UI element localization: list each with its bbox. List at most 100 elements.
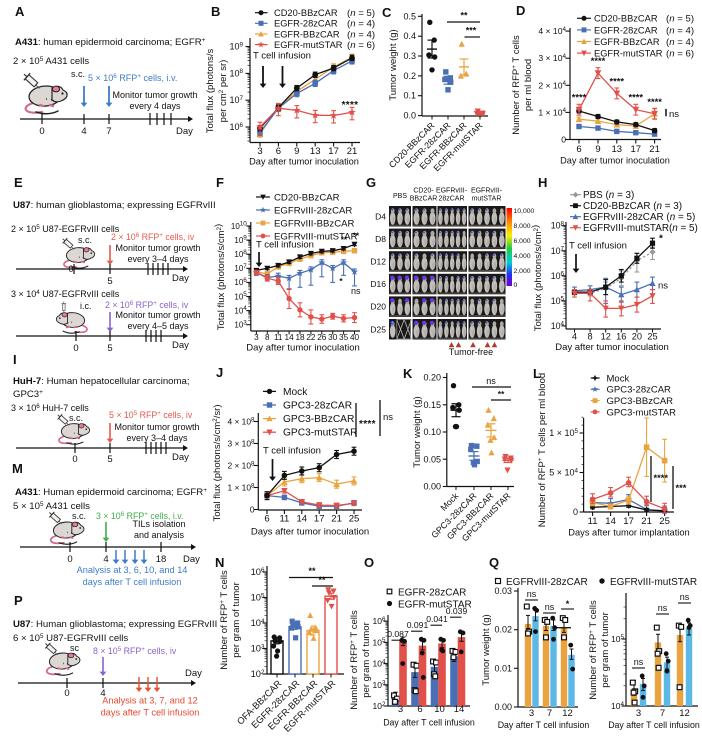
svg-text:EGFRvIII-: EGFRvIII- (471, 188, 503, 195)
svg-text:28zCAR: 28zCAR (438, 196, 464, 203)
svg-text:(n = 6): (n = 6) (347, 40, 375, 51)
svg-text:106: 106 (551, 271, 565, 281)
svg-text:Number of RFP+ T cells per ml: Number of RFP+ T cells per ml blood (537, 373, 548, 527)
svg-text:12: 12 (679, 708, 690, 719)
svg-text:26: 26 (317, 333, 327, 342)
svg-text:Tumor weight (g): Tumor weight (g) (481, 614, 492, 685)
svg-text:Number of RFP+ T cells: Number of RFP+ T cells (219, 570, 230, 670)
svg-text:9: 9 (595, 144, 600, 155)
svg-text:102: 102 (373, 701, 386, 711)
svg-text:(n = 4): (n = 4) (347, 19, 375, 30)
svg-text:EGFRvIII-mutSTAR: EGFRvIII-mutSTAR (274, 232, 358, 243)
svg-text:Day: Day (176, 126, 193, 137)
svg-text:17: 17 (623, 516, 634, 527)
svg-text:8,000: 8,000 (514, 223, 531, 230)
svg-text:0: 0 (72, 454, 77, 465)
svg-text:103: 103 (234, 319, 247, 329)
svg-text:(n = 5): (n = 5) (666, 14, 694, 25)
svg-text:11: 11 (588, 516, 598, 527)
svg-text:Number of RFP+ T cells: Number of RFP+ T cells (588, 600, 599, 700)
svg-text:every 3–4 days: every 3–4 days (126, 433, 188, 443)
svg-text:D20: D20 (370, 302, 386, 312)
svg-text:6: 6 (576, 144, 581, 155)
svg-text:14: 14 (297, 514, 308, 525)
svg-text:8: 8 (265, 333, 270, 342)
svg-text:U87: Human glioblastoma; expre: U87: Human glioblastoma; expressing EGFR… (13, 619, 217, 630)
svg-text:T cell infusion: T cell infusion (569, 241, 627, 252)
svg-text:Day: Day (185, 668, 202, 679)
svg-text:Day: Day (172, 273, 189, 284)
svg-text:**: ** (498, 389, 505, 399)
svg-text:****: **** (654, 473, 669, 483)
svg-text:0: 0 (73, 343, 78, 354)
svg-text:days after T cell infusion: days after T cell infusion (101, 708, 200, 718)
svg-text:**: ** (341, 236, 348, 245)
svg-text:2 × 105 A431 cells: 2 × 105 A431 cells (13, 56, 89, 67)
svg-text:C: C (382, 5, 392, 20)
svg-text:I: I (13, 352, 17, 367)
svg-text:EGFR-BBzCAR: EGFR-BBzCAR (274, 29, 340, 39)
svg-text:0.2: 0.2 (403, 71, 416, 81)
svg-text:104: 104 (373, 658, 386, 668)
svg-text:s.c.: s.c. (69, 413, 83, 423)
svg-text:25: 25 (659, 516, 670, 527)
svg-text:21: 21 (347, 146, 358, 157)
svg-text:4: 4 (100, 688, 105, 699)
svg-text:CD20-: CD20- (413, 188, 434, 195)
svg-text:A431: Human epidermoid carcino: A431: Human epidermoid carcinoma; EGFR+ (15, 487, 207, 498)
svg-text:9: 9 (294, 146, 299, 157)
svg-text:CD20-BBzCAR: CD20-BBzCAR (274, 8, 338, 18)
svg-text:M: M (12, 461, 23, 476)
svg-text:0: 0 (64, 688, 69, 699)
svg-text:s.c.: s.c. (72, 511, 86, 521)
svg-text:GPC3-28zCAR: GPC3-28zCAR (283, 400, 352, 411)
svg-text:Days after tumor inoculation: Days after tumor inoculation (251, 527, 369, 538)
svg-text:EGFR-28zCAR: EGFR-28zCAR (594, 25, 658, 35)
svg-text:s.c.: s.c. (71, 69, 85, 79)
svg-text:6: 6 (264, 514, 269, 525)
svg-text:7: 7 (660, 708, 665, 719)
svg-text:3: 3 (398, 704, 403, 715)
svg-text:T cell infusion: T cell infusion (253, 51, 311, 62)
svg-text:11: 11 (279, 514, 289, 525)
svg-text:EGFR-BBzCAR: EGFR-BBzCAR (594, 37, 660, 47)
svg-text:CD20-BBzCAR (n = 3): CD20-BBzCAR (n = 3) (583, 201, 682, 212)
svg-text:1 × 105: 1 × 105 (549, 428, 578, 438)
svg-text:6 × 105 U87-EGFRvIII cells: 6 × 105 U87-EGFRvIII cells (13, 633, 128, 644)
svg-text:EGFRvIII-mutSTAR: EGFRvIII-mutSTAR (610, 577, 697, 588)
svg-text:J: J (216, 365, 223, 380)
svg-text:103: 103 (251, 644, 265, 654)
svg-text:Tumor weight (g): Tumor weight (g) (388, 29, 399, 100)
svg-text:***: *** (676, 483, 687, 493)
svg-text:4: 4 (103, 554, 108, 565)
svg-text:3 × 104: 3 × 104 (538, 53, 566, 63)
svg-text:D12: D12 (370, 256, 386, 266)
svg-text:Analysis at 3, 6, 10, and 14: Analysis at 3, 6, 10, and 14 (77, 565, 188, 575)
svg-text:Monitor tumor growth: Monitor tumor growth (114, 422, 199, 432)
svg-text:5 × 105 RFP+ cells, iv: 5 × 105 RFP+ cells, iv (109, 410, 193, 420)
svg-text:108: 108 (229, 68, 243, 78)
svg-text:2 × 106 RFP+ cells, iv: 2 × 106 RFP+ cells, iv (105, 300, 189, 310)
svg-text:105: 105 (373, 637, 386, 647)
svg-text:Mock: Mock (607, 373, 630, 384)
svg-text:5: 5 (107, 343, 112, 354)
svg-text:Day: Day (172, 340, 189, 351)
svg-text:TILs isolation: TILs isolation (132, 519, 185, 529)
svg-text:11: 11 (274, 333, 283, 342)
svg-text:P: P (14, 593, 23, 608)
svg-text:days after T cell infusion: days after T cell infusion (83, 577, 182, 587)
svg-text:17: 17 (328, 146, 339, 157)
svg-text:0: 0 (573, 507, 578, 517)
svg-text:A: A (15, 4, 25, 19)
svg-text:Day: Day (172, 452, 189, 463)
svg-text:22: 22 (306, 333, 316, 342)
svg-text:BBzCAR: BBzCAR (410, 196, 438, 203)
svg-text:EGFR-mutSTAR: EGFR-mutSTAR (594, 49, 663, 59)
svg-text:Monitor tumor growth: Monitor tumor growth (115, 310, 200, 320)
svg-text:CD20-BBzCAR: CD20-BBzCAR (274, 193, 340, 204)
svg-text:0.0: 0.0 (403, 111, 416, 121)
svg-text:(n = 6): (n = 6) (666, 49, 694, 60)
svg-text:every 4–5 days: every 4–5 days (127, 321, 189, 331)
svg-text:25: 25 (647, 332, 657, 342)
svg-text:Day after tumor inoculation: Day after tumor inoculation (246, 343, 360, 354)
